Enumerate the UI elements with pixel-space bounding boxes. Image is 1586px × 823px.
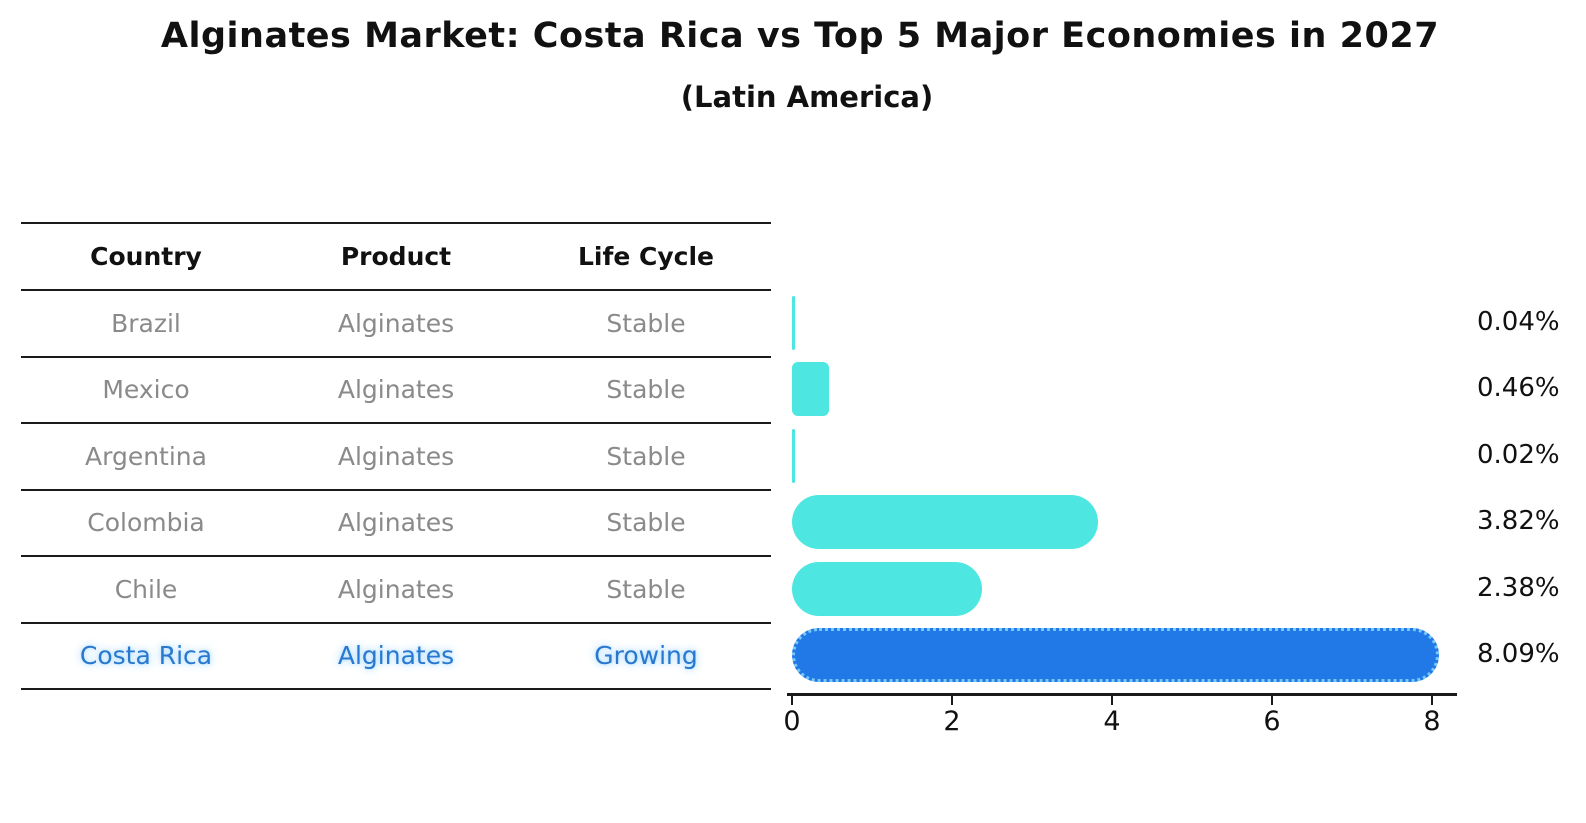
table-cell-product: Alginates (337, 375, 455, 405)
table-row: Costa Rica Alginates Growing (21, 621, 771, 690)
table-row: Brazil Alginates Stable (21, 289, 771, 356)
bar-costa-rica (792, 628, 1440, 682)
table-header-life-cycle: Life Cycle (577, 242, 715, 271)
table-cell-life-cycle: Stable (606, 574, 686, 604)
chart-subtitle: (Latin America) (680, 80, 934, 114)
table-cell-life-cycle: Stable (606, 508, 686, 538)
x-axis-tick-label: 4 (1103, 706, 1121, 737)
table-cell-life-cycle: Stable (606, 308, 686, 338)
x-axis-tick (951, 696, 953, 705)
x-axis-tick (1111, 696, 1113, 705)
bar-mexico (792, 362, 829, 416)
x-axis-tick-label: 0 (783, 706, 801, 737)
bar-chile (792, 561, 983, 616)
table-cell-country: Costa Rica (79, 641, 213, 671)
table-header-country: Country (90, 242, 202, 271)
table-cell-life-cycle: Stable (606, 441, 686, 471)
bar-colombia (792, 495, 1098, 549)
x-axis-tick-label: 6 (1263, 706, 1281, 737)
bar-value-label: 8.09% (1477, 639, 1560, 669)
x-axis-tick (791, 696, 793, 705)
table-header-row: Country Product Life Cycle (21, 222, 771, 289)
table-cell-product: Alginates (337, 508, 455, 538)
x-axis-tick-label: 8 (1423, 706, 1441, 737)
table-cell-country: Colombia (87, 508, 205, 538)
table-body: Brazil Alginates Stable Mexico Alginates… (21, 289, 771, 690)
table-cell-life-cycle: Stable (606, 375, 686, 405)
table-cell-country: Argentina (85, 441, 207, 471)
table-cell-product: Alginates (337, 574, 455, 604)
bar-value-label: 0.02% (1477, 439, 1560, 470)
table-header-product: Product (340, 242, 452, 271)
table-cell-product: Alginates (337, 441, 455, 471)
bar-argentina (792, 428, 795, 483)
table-cell-country: Brazil (111, 308, 181, 338)
table-row: Chile Alginates Stable (21, 555, 771, 622)
x-axis-tick (1431, 696, 1433, 705)
bar-brazil (792, 295, 796, 350)
bar-value-label: 0.46% (1477, 373, 1560, 403)
table-row: Colombia Alginates Stable (21, 488, 771, 556)
table-cell-country: Chile (114, 574, 178, 604)
table-cell-life-cycle: Growing (594, 641, 698, 671)
bar-value-label: 0.04% (1477, 306, 1560, 337)
table-cell-country: Mexico (102, 375, 190, 405)
bar-value-label: 2.38% (1477, 572, 1560, 603)
x-axis-tick-label: 2 (943, 706, 961, 737)
table-cell-product: Alginates (337, 641, 455, 671)
table-row: Argentina Alginates Stable (21, 422, 771, 489)
x-axis-line (787, 693, 1457, 696)
table-cell-product: Alginates (337, 308, 455, 338)
country-table: Country Product Life Cycle Brazil Algina… (21, 222, 771, 690)
table-row: Mexico Alginates Stable (21, 355, 771, 423)
chart-title: Alginates Market: Costa Rica vs Top 5 Ma… (160, 16, 1440, 56)
bar-value-label: 3.82% (1477, 506, 1560, 536)
x-axis-tick (1271, 696, 1273, 705)
